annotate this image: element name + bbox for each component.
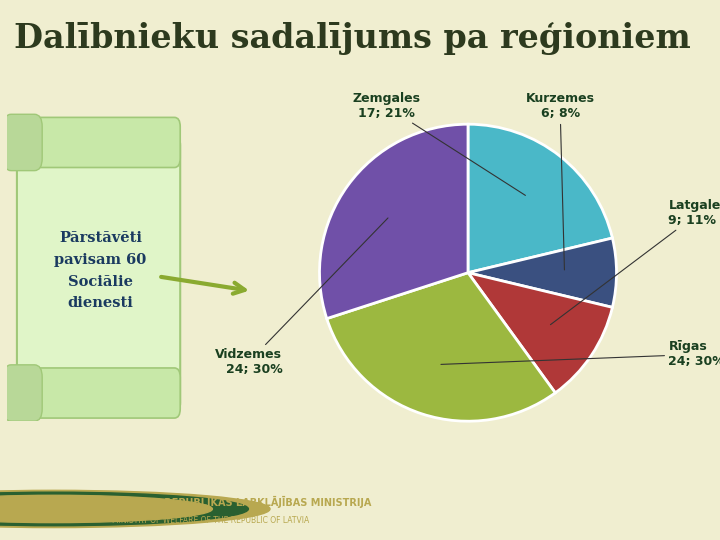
Circle shape — [0, 490, 270, 528]
Wedge shape — [468, 273, 613, 393]
Text: Latgales
9; 11%: Latgales 9; 11% — [551, 199, 720, 325]
Text: LATVIJAS REPUBLIKAS LABKLĀJĪBAS MINISTRIJA: LATVIJAS REPUBLIKAS LABKLĀJĪBAS MINISTRI… — [112, 496, 371, 508]
FancyBboxPatch shape — [17, 368, 180, 418]
Text: Rīgas
24; 30%: Rīgas 24; 30% — [441, 340, 720, 368]
Circle shape — [0, 492, 248, 526]
Wedge shape — [320, 124, 468, 319]
Text: Pārstāvēti
pavisam 60
Sociālie
dienesti: Pārstāvēti pavisam 60 Sociālie dienesti — [55, 231, 147, 310]
Text: MINISTRY OF WELFARE OF THE REPUBLIC OF LATVIA: MINISTRY OF WELFARE OF THE REPUBLIC OF L… — [112, 516, 309, 525]
Circle shape — [0, 495, 212, 523]
Text: Vidzemes
24; 30%: Vidzemes 24; 30% — [215, 218, 388, 376]
FancyBboxPatch shape — [4, 114, 42, 171]
Text: Kurzemes
6; 8%: Kurzemes 6; 8% — [526, 92, 595, 270]
Text: Dalībnieku sadalījums pa reģioniem: Dalībnieku sadalījums pa reģioniem — [14, 22, 691, 55]
Wedge shape — [327, 273, 555, 421]
Wedge shape — [468, 124, 613, 273]
FancyBboxPatch shape — [4, 365, 42, 421]
Wedge shape — [468, 238, 616, 307]
FancyBboxPatch shape — [17, 117, 180, 167]
Text: Zemgales
17; 21%: Zemgales 17; 21% — [352, 92, 526, 195]
FancyBboxPatch shape — [17, 136, 180, 412]
